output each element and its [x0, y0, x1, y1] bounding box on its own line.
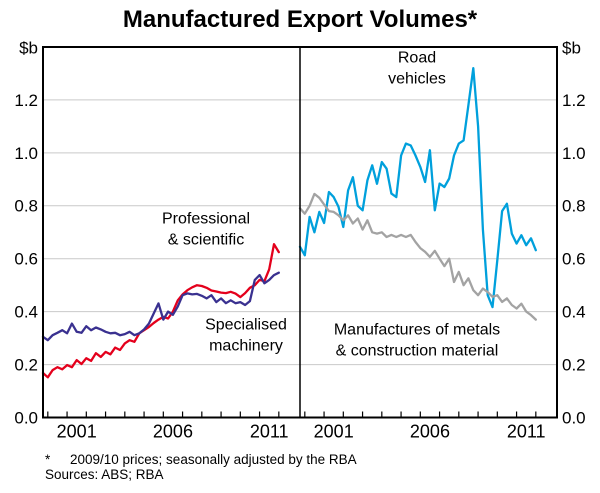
y-axis-label-left-1.2: 1.2: [14, 91, 38, 110]
y-axis-label-left-0.8: 0.8: [14, 197, 38, 216]
series-line-left-1: [41, 271, 280, 342]
y-axis-label-left-0.2: 0.2: [14, 356, 38, 375]
series-label-metals-construction-line2: & construction material: [336, 343, 499, 360]
chart-footnotes: * 2009/10 prices; seasonally adjusted by…: [45, 452, 585, 482]
series-label-specialised-machinery-line2: machinery: [209, 338, 283, 355]
series-line-right-1: [298, 192, 537, 321]
y-axis-label-right-0.2: 0.2: [562, 356, 586, 375]
y-axis-label-right-0.6: 0.6: [562, 250, 586, 269]
x-axis-label-right-2011: 2011: [507, 421, 546, 441]
footnote-text: 2009/10 prices; seasonally adjusted by t…: [70, 452, 357, 467]
sources-text: Sources: ABS; RBA: [45, 467, 164, 482]
y-axis-label-left-0.6: 0.6: [14, 250, 38, 269]
series-line-right-0: [298, 67, 537, 309]
x-axis-label-right-2001: 2001: [314, 421, 354, 441]
y-axis-label-right-0.8: 0.8: [562, 197, 586, 216]
y-axis-unit-right: $b: [562, 39, 581, 58]
series-label-professional-scientific-line2: & scientific: [168, 232, 244, 249]
series-label-professional-scientific-line1: Professional: [162, 211, 250, 228]
series-line-left-0: [41, 243, 280, 379]
y-axis-unit-left: $b: [19, 39, 38, 58]
footnote-marker: *: [45, 452, 51, 467]
x-axis-label-left-2011: 2011: [250, 421, 289, 441]
series-label-specialised-machinery-line1: Specialised: [205, 317, 287, 334]
series-label-road-vehicles-line1: Road: [398, 50, 436, 67]
footnote-line: * 2009/10 prices; seasonally adjusted by…: [45, 452, 585, 467]
x-axis-label-left-2006: 2006: [153, 421, 193, 441]
y-axis-label-left-1.0: 1.0: [14, 144, 38, 163]
chart-title: Manufactured Export Volumes*: [122, 6, 478, 33]
y-axis-label-left-0.0: 0.0: [14, 408, 38, 427]
y-axis-label-right-1.2: 1.2: [562, 91, 586, 110]
series-label-metals-construction-line1: Manufactures of metals: [334, 322, 500, 339]
y-axis-label-right-0.0: 0.0: [562, 408, 586, 427]
y-axis-label-left-0.4: 0.4: [14, 303, 38, 322]
series-label-road-vehicles-line2: vehicles: [388, 71, 446, 88]
x-axis-label-right-2006: 2006: [410, 421, 450, 441]
x-axis-label-left-2001: 2001: [57, 421, 97, 441]
y-axis-label-right-0.4: 0.4: [562, 303, 586, 322]
y-axis-label-right-1.0: 1.0: [562, 144, 586, 163]
